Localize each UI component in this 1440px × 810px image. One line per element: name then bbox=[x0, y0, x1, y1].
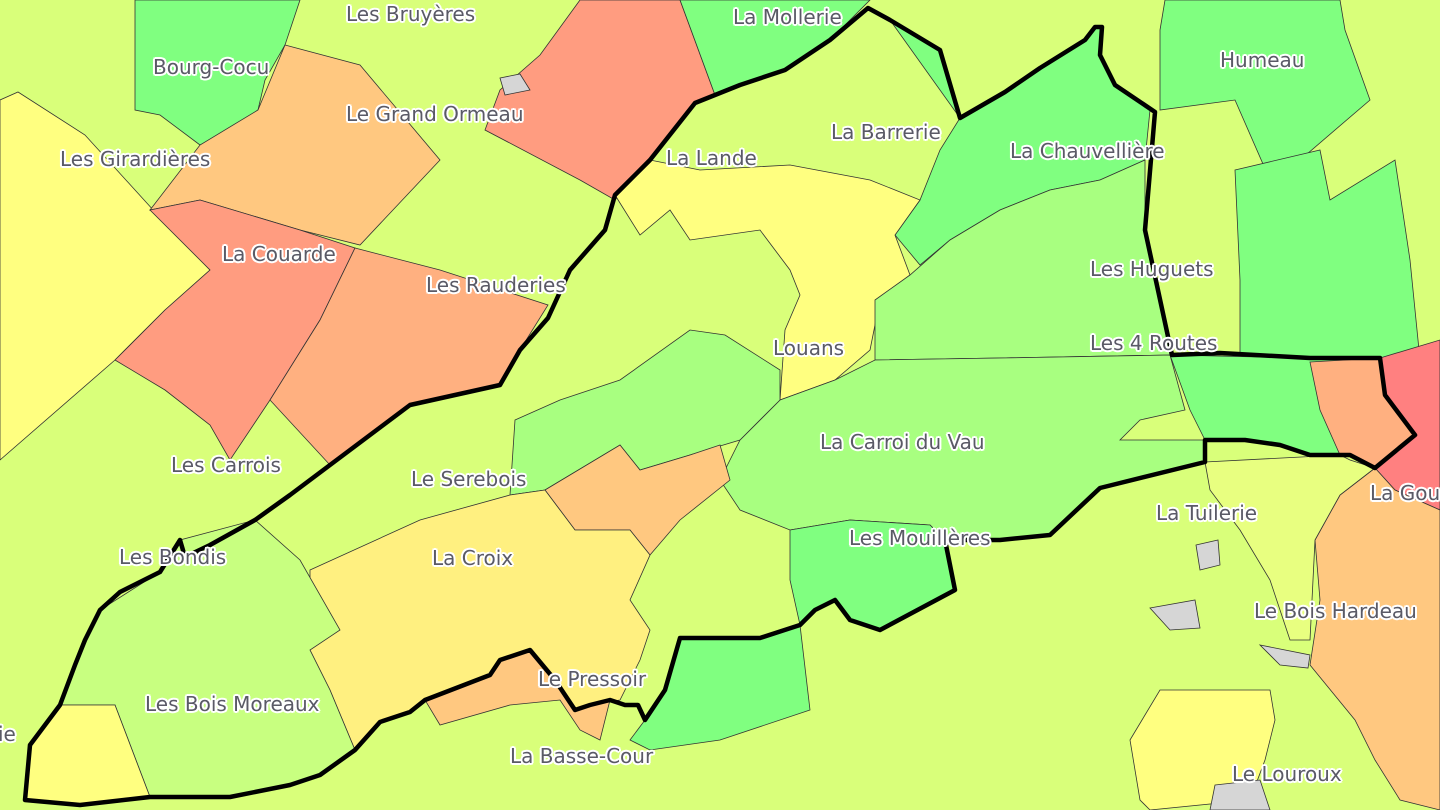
place-label: La Gou bbox=[1370, 481, 1440, 505]
place-label: Les Girardières bbox=[60, 147, 211, 171]
place-label: Les Bruyères bbox=[346, 2, 476, 26]
place-label: Le Bois Hardeau bbox=[1254, 599, 1417, 623]
place-label: La Chauvellière bbox=[1010, 139, 1165, 163]
parcel-right-green bbox=[1234, 149, 1421, 361]
parcel-bois-hardeau bbox=[1309, 467, 1440, 810]
place-label: La Barrerie bbox=[831, 120, 941, 144]
parcel-lande-yellow bbox=[614, 159, 921, 401]
place-label: La Basse-Cour bbox=[510, 744, 654, 768]
place-label: Louans bbox=[773, 336, 845, 360]
parcel-tuilerie-yellow bbox=[1204, 454, 1376, 641]
place-label: La Croix bbox=[432, 546, 514, 570]
place-label: ie bbox=[0, 722, 16, 746]
place-label: Les Bois Moreaux bbox=[145, 692, 320, 716]
pond bbox=[1149, 599, 1201, 631]
place-label: La Lande bbox=[666, 146, 757, 170]
place-label: Le Louroux bbox=[1232, 762, 1342, 786]
commune-boundary bbox=[22, 5, 1418, 808]
place-label: Les Bondis bbox=[119, 545, 227, 569]
parcel-pressoir-green bbox=[629, 624, 811, 751]
pond bbox=[1209, 779, 1271, 810]
parcel-couarde bbox=[114, 199, 356, 461]
parcel-humeau bbox=[1159, 0, 1371, 181]
place-label: Le Grand Ormeau bbox=[346, 102, 524, 126]
pond bbox=[1195, 539, 1221, 571]
place-label: Les Rauderies bbox=[426, 273, 566, 297]
water-features bbox=[499, 73, 1311, 810]
place-label: Le Serebois bbox=[411, 467, 527, 491]
pond bbox=[499, 73, 531, 96]
pond bbox=[1258, 644, 1311, 669]
place-label: Les 4 Routes bbox=[1090, 331, 1218, 355]
place-label: Humeau bbox=[1220, 48, 1305, 72]
place-label: La Couarde bbox=[222, 242, 336, 266]
place-label: La Tuilerie bbox=[1156, 501, 1258, 525]
place-label: Les Mouillères bbox=[849, 526, 991, 550]
place-label: La Mollerie bbox=[733, 5, 842, 29]
parcel-louroux-yellow bbox=[1129, 689, 1276, 810]
place-label: Les Carrois bbox=[171, 453, 281, 477]
place-label: Bourg-Cocu bbox=[153, 55, 270, 79]
place-label: Le Pressoir bbox=[538, 667, 647, 691]
place-label: La Carroi du Vau bbox=[820, 430, 985, 454]
place-label: Les Huguets bbox=[1090, 257, 1214, 281]
